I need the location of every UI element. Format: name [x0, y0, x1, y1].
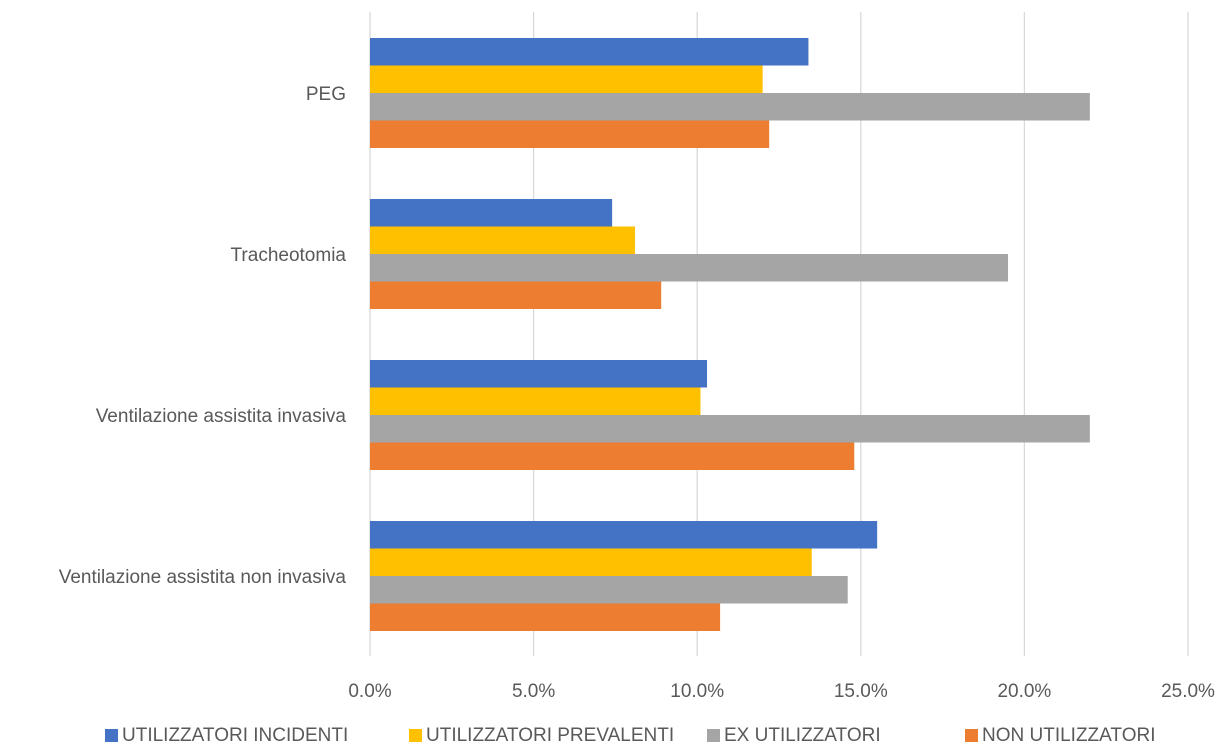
- category-label: PEG: [306, 84, 346, 105]
- bar-utilizzatori-prevalenti: [370, 65, 763, 93]
- bar-non-utilizzatori: [370, 120, 770, 148]
- legend-swatch: [409, 729, 422, 742]
- category-label: Ventilazione assistita invasiva: [96, 406, 347, 427]
- legend: UTILIZZATORI INCIDENTI UTILIZZATORI PREVA…: [105, 725, 1155, 746]
- bar-ex-utilizzatori: [370, 576, 848, 604]
- x-tick-label: 15.0%: [834, 681, 888, 702]
- legend-swatch: [105, 729, 118, 742]
- category-label: Tracheotomia: [231, 245, 347, 266]
- legend-label: EX UTILIZZATORI: [724, 725, 881, 746]
- category-group: [370, 199, 1009, 309]
- bar-non-utilizzatori: [370, 281, 662, 309]
- legend-label: NON UTILIZZATORI: [982, 725, 1155, 746]
- bar-utilizzatori-prevalenti: [370, 226, 636, 254]
- legend-label: UTILIZZATORI INCIDENTI: [122, 725, 348, 746]
- bar-utilizzatori-incidenti: [370, 199, 613, 227]
- bar-non-utilizzatori: [370, 442, 855, 470]
- x-tick-label: 20.0%: [997, 681, 1051, 702]
- x-axis-tick-labels: 0.0% 5.0% 10.0% 15.0% 20.0% 25.0%: [348, 681, 1215, 702]
- bar-non-utilizzatori: [370, 603, 721, 631]
- bar-utilizzatori-incidenti: [370, 360, 708, 388]
- bar-utilizzatori-prevalenti: [370, 387, 701, 415]
- legend-entry: EX UTILIZZATORI: [707, 725, 881, 746]
- category-label: Ventilazione assistita non invasiva: [59, 567, 347, 588]
- legend-swatch: [707, 729, 720, 742]
- bar-ex-utilizzatori: [370, 254, 1009, 282]
- x-tick-label: 10.0%: [670, 681, 724, 702]
- category-group: [370, 360, 1090, 470]
- x-tick-label: 0.0%: [348, 681, 391, 702]
- legend-entry: UTILIZZATORI PREVALENTI: [409, 725, 674, 746]
- x-tick-label: 5.0%: [512, 681, 555, 702]
- bar-utilizzatori-incidenti: [370, 38, 809, 66]
- category-group: [370, 521, 878, 631]
- bar-utilizzatori-incidenti: [370, 521, 878, 549]
- bar-ex-utilizzatori: [370, 93, 1090, 121]
- bars: [370, 38, 1090, 631]
- category-labels: PEG Tracheotomia Ventilazione assistita in…: [59, 84, 347, 588]
- x-tick-label: 25.0%: [1161, 681, 1215, 702]
- legend-entry: UTILIZZATORI INCIDENTI: [105, 725, 348, 746]
- bar-utilizzatori-prevalenti: [370, 548, 812, 576]
- bar-ex-utilizzatori: [370, 415, 1090, 443]
- legend-entry: NON UTILIZZATORI: [965, 725, 1155, 746]
- legend-swatch: [965, 729, 978, 742]
- legend-label: UTILIZZATORI PREVALENTI: [426, 725, 674, 746]
- category-group: [370, 38, 1090, 148]
